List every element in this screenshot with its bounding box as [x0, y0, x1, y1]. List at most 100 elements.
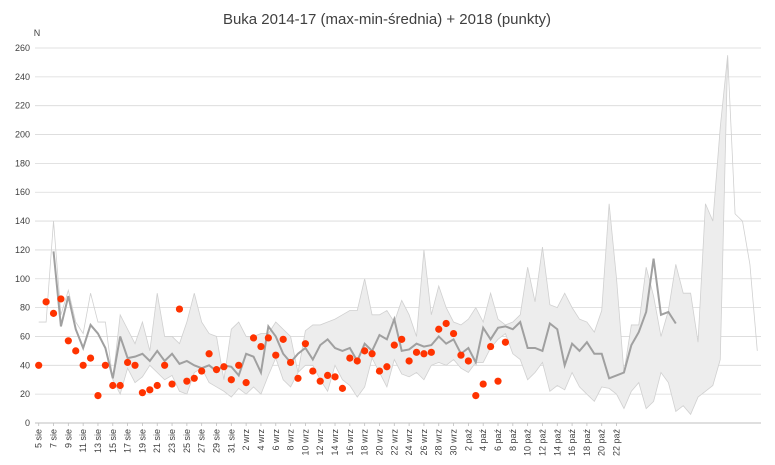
point-2018 — [487, 342, 495, 351]
point-2018 — [353, 357, 361, 365]
gridlines — [35, 47, 761, 424]
point-2018 — [420, 350, 428, 358]
point-2018 — [294, 374, 302, 382]
point-2018 — [35, 361, 43, 369]
point-2018 — [57, 295, 65, 303]
x-tick-label: 22 paź — [612, 429, 622, 457]
point-2018 — [346, 354, 354, 362]
points-2018 — [35, 295, 510, 400]
point-2018 — [494, 377, 502, 385]
point-2018 — [479, 380, 487, 388]
point-2018 — [168, 380, 176, 388]
y-tick-label-100: 100 — [15, 274, 30, 284]
point-2018 — [146, 386, 154, 394]
x-tick-label: 24 wrz — [404, 429, 414, 456]
point-2018 — [435, 325, 443, 333]
x-axis-ticks: 5 sie 7 sie 9 sie 11 sie 13 sie 15 sie 17 sie 1… — [34, 423, 622, 456]
x-tick-label: 26 wrz — [419, 429, 429, 456]
point-2018 — [368, 350, 376, 358]
point-2018 — [442, 319, 450, 328]
point-2018 — [79, 361, 87, 369]
x-tick-label: 22 wrz — [389, 429, 399, 456]
point-2018 — [101, 361, 109, 369]
y-axis-ticks: 0 20 40 60 80 100 120 140 160 180 200 220 240 260 — [15, 43, 30, 428]
x-tick-label: 2 paź — [463, 429, 473, 452]
point-2018 — [324, 371, 332, 380]
point-2018 — [412, 348, 421, 356]
x-tick-label: 30 wrz — [449, 429, 459, 456]
point-2018 — [42, 298, 50, 306]
point-2018 — [212, 366, 221, 374]
x-tick-label: 31 sie — [226, 429, 236, 453]
point-2018 — [249, 334, 258, 342]
x-tick-label: 4 wrz — [256, 429, 266, 451]
x-tick-label: 20 paź — [597, 429, 607, 457]
point-2018 — [161, 361, 169, 369]
point-2018 — [153, 381, 161, 390]
point-2018 — [235, 361, 243, 369]
x-tick-label: 28 wrz — [434, 429, 444, 456]
point-2018 — [131, 361, 139, 369]
point-2018 — [124, 358, 132, 367]
point-2018 — [338, 384, 347, 392]
x-tick-label: 6 paź — [493, 429, 503, 452]
point-2018 — [272, 351, 280, 359]
y-tick-label-200: 200 — [15, 130, 30, 140]
point-2018 — [205, 350, 213, 358]
y-axis-label: N — [34, 28, 41, 38]
x-tick-label: 8 paź — [508, 429, 518, 452]
x-tick-label: 21 sie — [152, 429, 162, 453]
mean-series-line — [52, 251, 677, 380]
y-tick-label-140: 140 — [15, 216, 30, 226]
y-tick-label-120: 120 — [15, 245, 30, 255]
y-tick-label-220: 220 — [15, 101, 30, 111]
point-2018 — [301, 340, 309, 348]
point-2018 — [138, 389, 147, 397]
point-2018 — [427, 348, 435, 356]
x-tick-label: 5 sie — [34, 429, 44, 448]
point-2018 — [375, 367, 384, 375]
point-2018 — [72, 347, 80, 355]
point-2018 — [464, 357, 472, 365]
y-tick-label-20: 20 — [20, 389, 30, 399]
point-2018 — [257, 342, 265, 351]
point-2018 — [220, 363, 228, 371]
point-2018 — [309, 367, 317, 375]
x-tick-label: 27 sie — [197, 429, 207, 453]
point-2018 — [472, 391, 480, 400]
point-2018 — [109, 381, 117, 390]
x-tick-label: 10 paź — [523, 429, 533, 457]
y-tick-label-260: 260 — [15, 43, 30, 53]
x-tick-label: 14 wrz — [330, 429, 340, 456]
point-2018 — [361, 347, 369, 355]
point-2018 — [94, 391, 102, 400]
x-tick-label: 6 wrz — [271, 429, 281, 451]
x-tick-label: 16 paź — [567, 429, 577, 457]
y-tick-label-160: 160 — [15, 187, 30, 197]
point-2018 — [279, 335, 287, 343]
point-2018 — [64, 337, 72, 345]
y-tick-label-0: 0 — [25, 418, 30, 428]
point-2018 — [286, 358, 295, 367]
point-2018 — [116, 381, 124, 390]
x-tick-label: 25 sie — [182, 429, 192, 453]
point-2018 — [398, 335, 406, 343]
y-tick-label-40: 40 — [20, 360, 30, 370]
x-tick-label: 8 wrz — [286, 429, 296, 451]
x-tick-label: 7 sie — [49, 429, 59, 448]
point-2018 — [86, 354, 95, 362]
point-2018 — [227, 376, 235, 384]
point-2018 — [264, 334, 272, 342]
x-tick-label: 18 wrz — [360, 429, 370, 456]
x-tick-label: 9 sie — [63, 429, 73, 448]
x-tick-label: 2 wrz — [241, 429, 251, 451]
y-tick-label-80: 80 — [20, 303, 30, 313]
point-2018 — [190, 374, 198, 382]
point-2018 — [501, 338, 510, 346]
x-tick-label: 12 wrz — [315, 429, 325, 456]
x-tick-label: 16 wrz — [345, 429, 355, 456]
y-tick-label-60: 60 — [20, 331, 30, 341]
point-2018 — [49, 309, 58, 317]
